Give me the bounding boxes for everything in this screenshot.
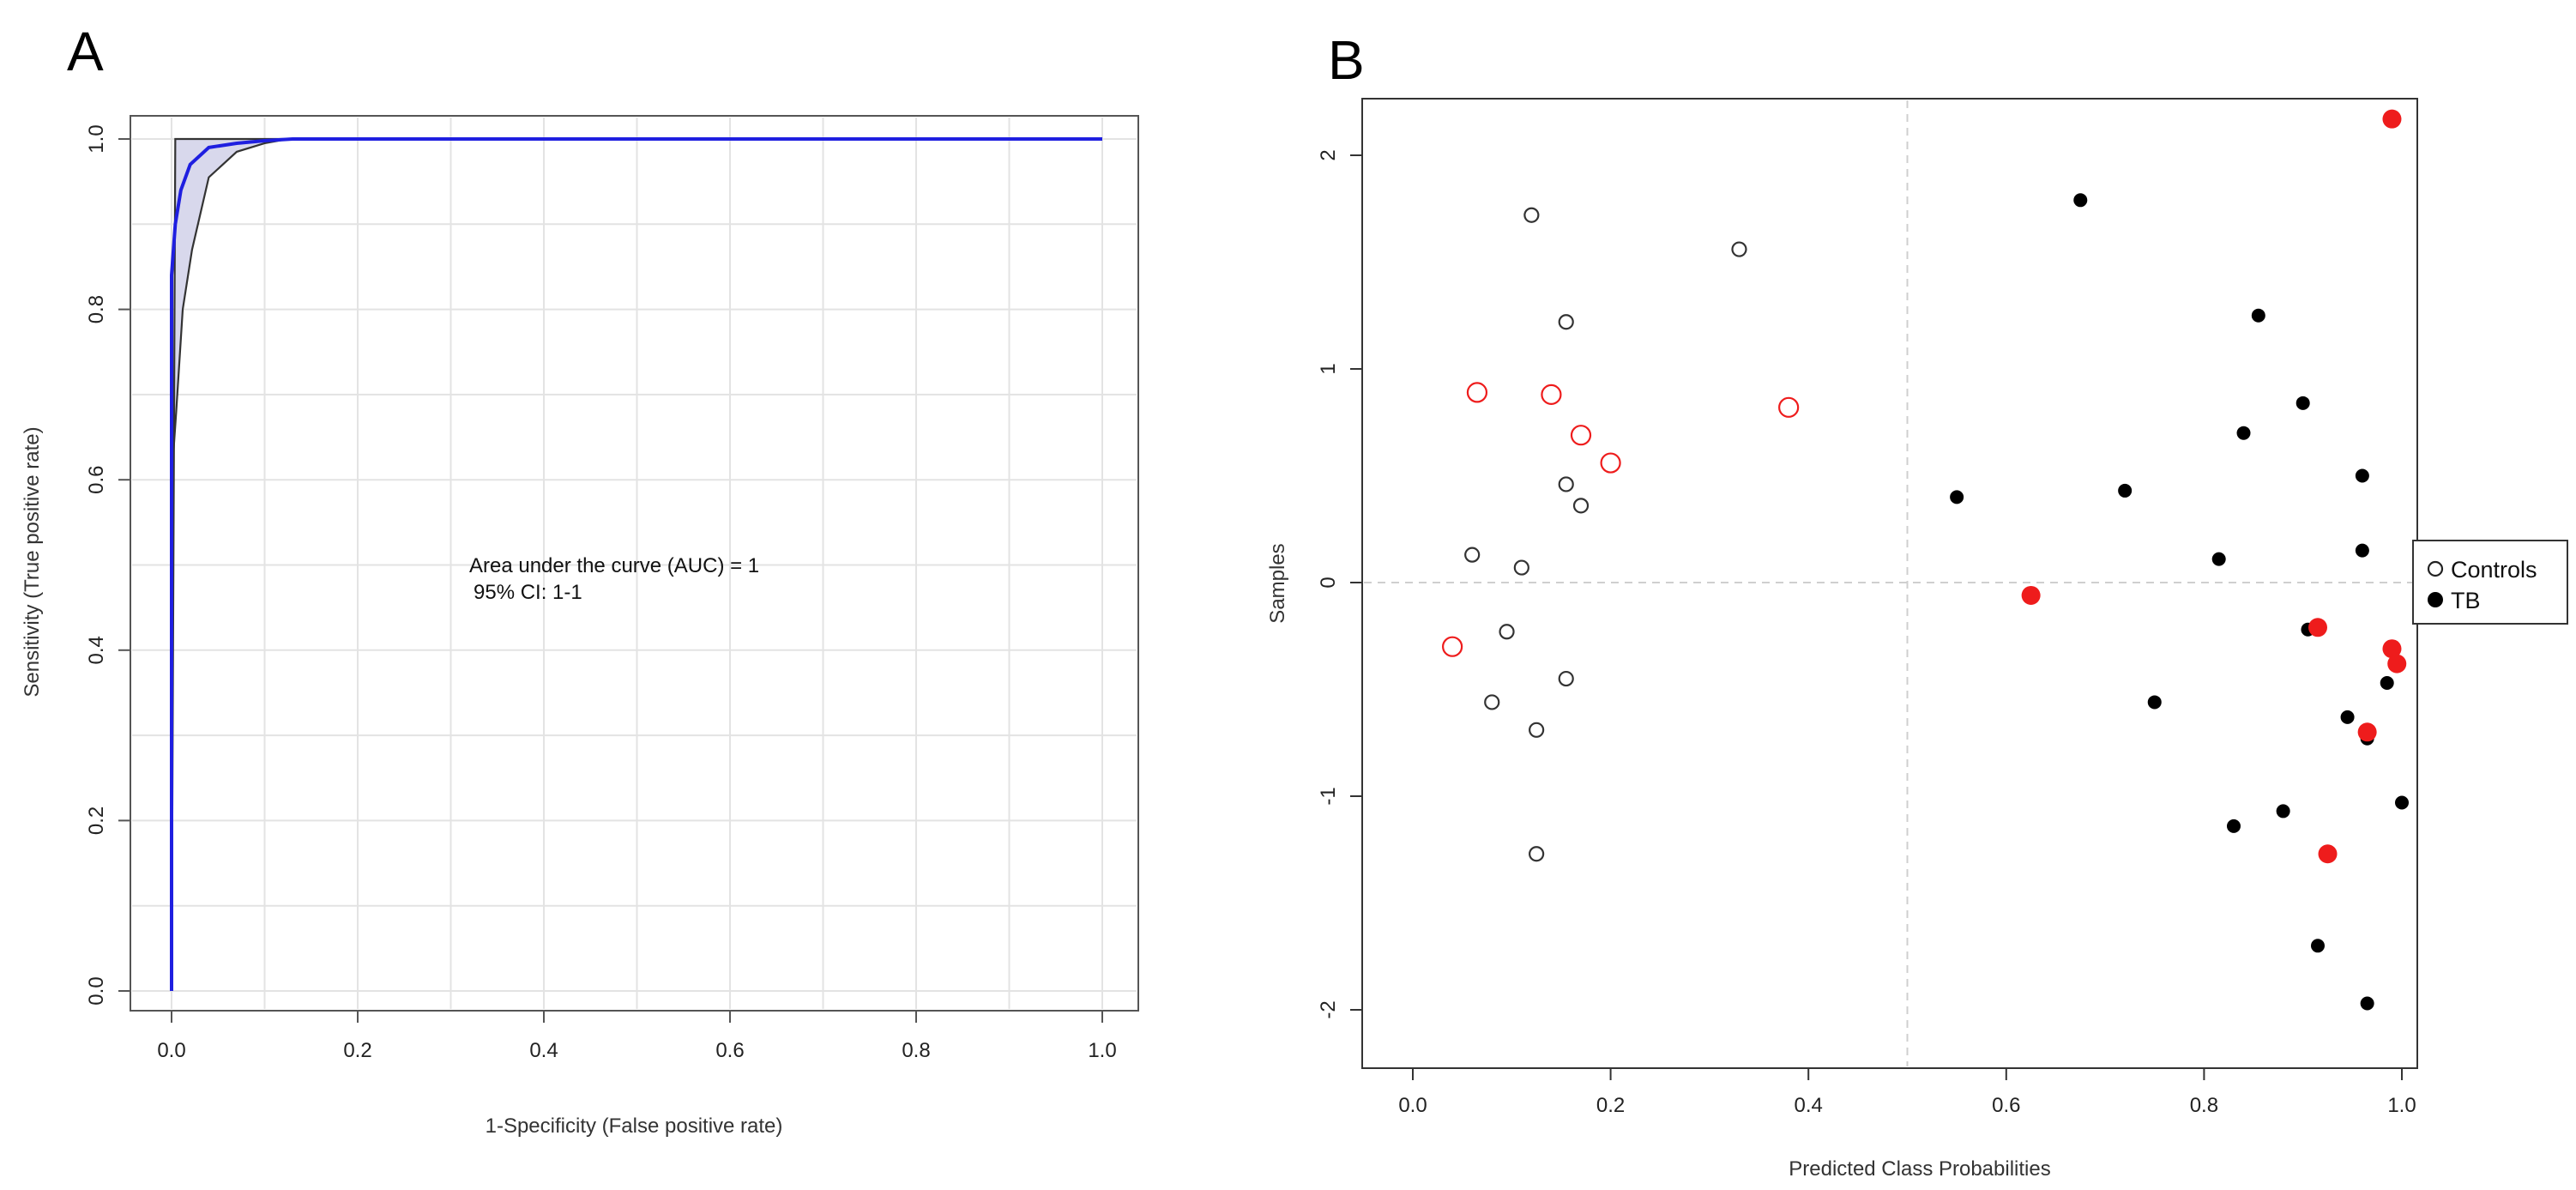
control-point	[1731, 241, 1747, 257]
tb-point	[2118, 483, 2133, 498]
control-point	[1513, 559, 1529, 576]
scatter-points	[1442, 109, 2409, 1011]
tb-point	[2226, 819, 2241, 833]
tb-point	[2211, 552, 2226, 566]
control-point	[1572, 498, 1590, 514]
tb-point	[2147, 695, 2162, 710]
legend-controls-marker	[2427, 560, 2444, 577]
scatter-x-tick-label: 0.0	[1398, 1094, 1427, 1117]
roc-y-axis: 0.0 0.2 0.4 0.6 0.8 1.0	[85, 124, 130, 1006]
control-point	[1558, 476, 1574, 492]
scatter-x-tick-label: 0.6	[1992, 1094, 2020, 1117]
roc-y-axis-title: Sensitivity (True positive rate)	[21, 426, 44, 697]
scatter-y-tick-label: 1	[1317, 363, 1340, 374]
scatter-y-tick-label: -1	[1317, 787, 1340, 805]
legend: Controls TB	[2412, 540, 2568, 625]
scatter-y-tick-label: 2	[1317, 149, 1340, 160]
scatter-x-axis: 0.0 0.2 0.4 0.6 0.8 1.0	[1398, 1068, 2416, 1117]
scatter-y-axis: -2 -1 0 1 2	[1317, 149, 1362, 1019]
ci-annotation: 95% CI: 1-1	[474, 581, 582, 604]
tb-point	[2251, 308, 2265, 323]
tb-point-highlight	[2308, 618, 2327, 637]
tb-point-highlight	[2357, 722, 2377, 742]
panel-a-label: A	[67, 21, 104, 82]
roc-plot-frame	[130, 115, 1139, 1012]
scatter-chart: 0.0 0.2 0.4 0.6 0.8 1.0 -2 -1 0 1 2 Predicted Cla…	[1266, 98, 2568, 1181]
scatter-x-tick-label: 0.4	[1795, 1094, 1823, 1117]
control-point	[1529, 722, 1545, 738]
auc-annotation: Area under the curve (AUC) = 1	[469, 554, 759, 577]
scatter-y-axis-title: Samples	[1266, 543, 1289, 623]
tb-point	[2355, 543, 2369, 558]
tb-point	[2340, 710, 2355, 724]
tb-point	[2236, 426, 2251, 440]
control-point	[1558, 670, 1574, 687]
tb-point-highlight	[2021, 585, 2041, 605]
legend-tb-marker	[2428, 592, 2443, 607]
tb-point-highlight	[2382, 109, 2402, 129]
roc-y-tick-label: 0.0	[85, 976, 108, 1005]
roc-y-tick-label: 1.0	[85, 124, 108, 153]
scatter-y-tick-label: 0	[1317, 577, 1340, 588]
control-point-highlight	[1570, 425, 1592, 446]
roc-y-tick-label: 0.4	[85, 636, 108, 664]
control-point	[1523, 207, 1540, 223]
control-point	[1464, 547, 1481, 563]
tb-point	[2073, 193, 2088, 208]
control-point	[1558, 314, 1574, 330]
roc-x-tick-label: 0.4	[529, 1039, 558, 1062]
tb-point	[2295, 396, 2310, 410]
control-point-highlight	[1778, 396, 1800, 418]
control-point	[1484, 694, 1500, 710]
panel-b-label: B	[1328, 29, 1365, 91]
tb-point-highlight	[2318, 844, 2338, 864]
tb-point	[1950, 490, 1964, 504]
scatter-y-tick-label: -2	[1317, 1000, 1340, 1018]
roc-curve	[170, 137, 1102, 991]
control-point-highlight	[1466, 382, 1488, 403]
roc-x-axis: 0.0 0.2 0.4 0.6 0.8 1.0	[157, 1011, 1117, 1062]
roc-x-tick-label: 0.0	[157, 1039, 185, 1062]
scatter-x-tick-label: 0.8	[2190, 1094, 2218, 1117]
roc-y-tick-label: 0.6	[85, 466, 108, 494]
tb-point	[2355, 468, 2369, 483]
roc-x-tick-label: 0.8	[902, 1039, 930, 1062]
legend-box	[2412, 540, 2568, 625]
control-point	[1529, 846, 1545, 862]
tb-point	[2395, 795, 2409, 810]
tb-point	[2276, 804, 2290, 819]
control-point-highlight	[1442, 636, 1463, 657]
tb-point	[2360, 996, 2374, 1011]
roc-y-tick-label: 0.2	[85, 806, 108, 835]
control-point	[1499, 624, 1515, 640]
control-point-highlight	[1600, 452, 1621, 474]
control-point-highlight	[1541, 384, 1562, 405]
scatter-x-tick-label: 0.2	[1596, 1094, 1625, 1117]
tb-point	[2310, 939, 2325, 953]
tb-point-highlight	[2382, 639, 2402, 659]
roc-chart: 0.0 0.2 0.4 0.6 0.8 1.0 0.0 0.2 0.4 0.6 0.8 1.0 Ar…	[21, 115, 1139, 1138]
tb-point	[2380, 676, 2394, 691]
tb-point-highlight	[2387, 654, 2407, 674]
roc-y-tick-label: 0.8	[85, 295, 108, 323]
scatter-x-tick-label: 1.0	[2387, 1094, 2416, 1117]
roc-x-tick-label: 0.6	[715, 1039, 744, 1062]
legend-controls-label: Controls	[2451, 557, 2537, 583]
scatter-x-axis-title: Predicted Class Probabilities	[1789, 1157, 2050, 1181]
roc-x-tick-label: 0.2	[343, 1039, 371, 1062]
legend-tb-label: TB	[2451, 588, 2481, 613]
roc-x-axis-title: 1-Specificity (False positive rate)	[486, 1114, 783, 1138]
roc-x-tick-label: 1.0	[1088, 1039, 1116, 1062]
